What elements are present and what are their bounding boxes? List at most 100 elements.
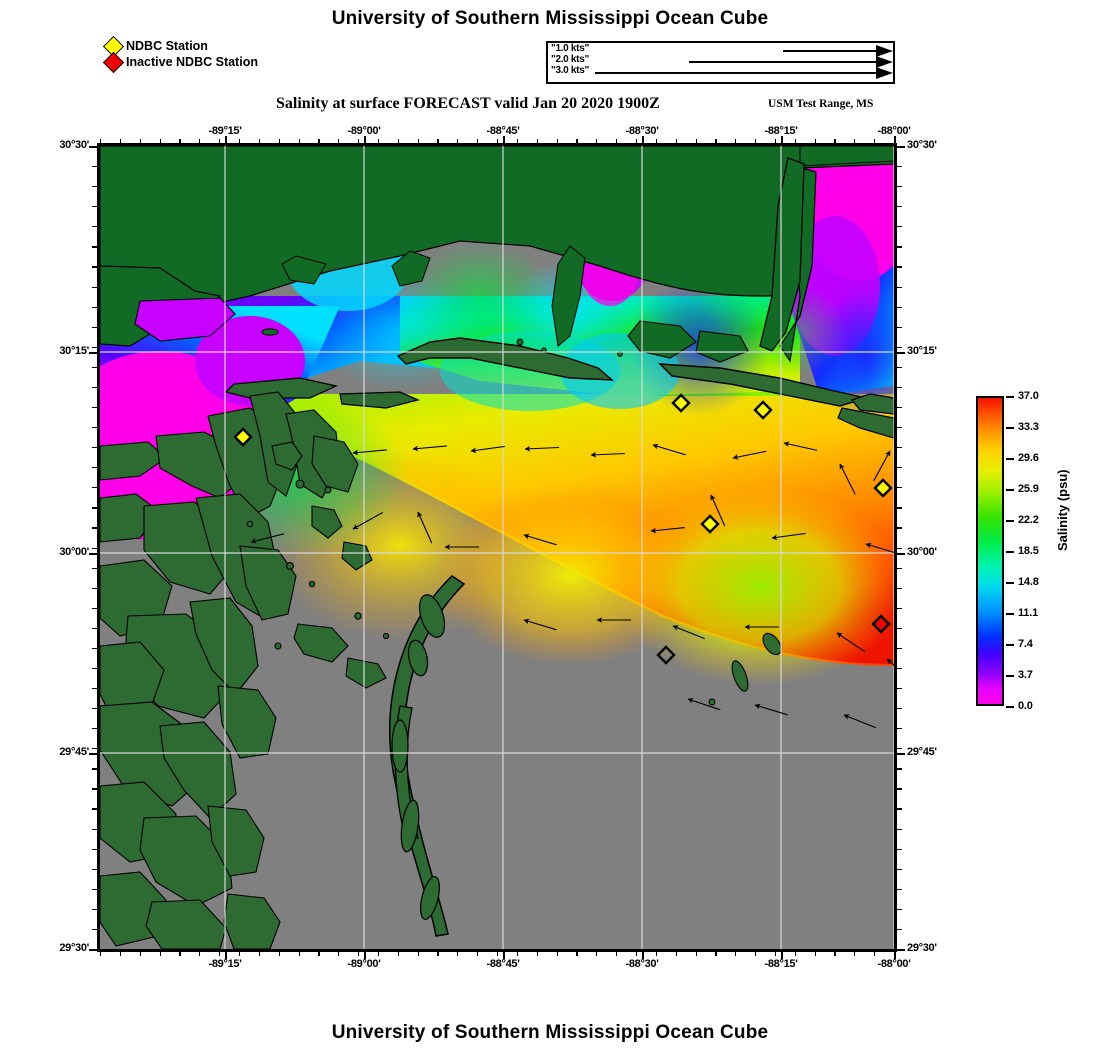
lat-minor-tick-right-10 bbox=[897, 346, 902, 348]
current-vector bbox=[687, 697, 721, 711]
lon-minor-tick-bottom-22 bbox=[536, 952, 538, 956]
lat-minor-tick-left-27 bbox=[92, 688, 97, 690]
lat-minor-tick-right-4 bbox=[897, 226, 902, 228]
current-vector bbox=[710, 494, 726, 527]
lat-minor-tick-right-30 bbox=[897, 748, 902, 750]
lon-major-tick-bottom-3 bbox=[642, 952, 644, 959]
page-title: University of Southern Mississippi Ocean… bbox=[331, 8, 769, 29]
current-vector bbox=[783, 441, 818, 451]
lat-minor-tick-right-26 bbox=[897, 667, 902, 670]
colorbar-tick bbox=[1006, 458, 1014, 460]
velocity-label-1kt: "1.0 kts" bbox=[551, 43, 589, 54]
lon-minor-tick-top-26 bbox=[616, 139, 618, 143]
lat-minor-tick-left-16 bbox=[92, 467, 97, 469]
lon-minor-tick-top-32 bbox=[735, 139, 737, 143]
lon-minor-tick-top-2 bbox=[139, 139, 141, 143]
ndbc-station-marker[interactable] bbox=[753, 400, 773, 420]
lon-minor-tick-bottom-5 bbox=[199, 952, 201, 956]
lon-minor-tick-top-34 bbox=[774, 139, 777, 143]
lat-minor-tick-left-12 bbox=[92, 386, 97, 389]
lon-minor-tick-top-4 bbox=[179, 139, 181, 143]
lat-minor-tick-left-25 bbox=[92, 647, 97, 650]
salinity-map[interactable] bbox=[97, 143, 897, 952]
lon-major-tick-top-0 bbox=[225, 136, 227, 143]
ndbc-station-marker[interactable] bbox=[656, 645, 676, 665]
lat-tick-label-right-0: 30°30' bbox=[907, 139, 937, 151]
lon-minor-tick-bottom-35 bbox=[794, 952, 796, 956]
lat-minor-tick-right-16 bbox=[897, 467, 902, 469]
lon-minor-tick-top-22 bbox=[536, 139, 538, 143]
lon-tick-label-top-2: -88°45' bbox=[486, 125, 520, 137]
lon-minor-tick-bottom-40 bbox=[894, 952, 896, 956]
colorbar-tick bbox=[1006, 613, 1014, 615]
lon-minor-tick-top-5 bbox=[199, 139, 201, 143]
lat-major-tick-right-1 bbox=[897, 352, 905, 354]
lon-major-tick-bottom-2 bbox=[503, 952, 505, 959]
legend-item-ndbc-station: NDBC Station bbox=[102, 35, 258, 57]
legend-label-ndbc-station: NDBC Station bbox=[126, 38, 208, 53]
lon-minor-tick-top-14 bbox=[377, 139, 380, 143]
lat-minor-tick-left-34 bbox=[92, 828, 97, 830]
current-vector bbox=[412, 445, 447, 452]
map-canvas[interactable] bbox=[100, 146, 894, 949]
ndbc-station-marker[interactable] bbox=[700, 514, 720, 534]
lon-tick-label-bottom-3: -88°30' bbox=[625, 958, 659, 970]
lat-minor-tick-left-8 bbox=[92, 306, 97, 308]
lon-minor-tick-top-20 bbox=[497, 139, 499, 143]
lat-minor-tick-left-18 bbox=[92, 507, 97, 509]
lon-minor-tick-top-9 bbox=[278, 139, 280, 143]
lon-minor-tick-bottom-16 bbox=[417, 952, 419, 956]
lon-minor-tick-top-29 bbox=[675, 139, 677, 143]
lon-major-tick-bottom-1 bbox=[364, 952, 366, 959]
velocity-scale-row-2: "2.0 kts" bbox=[548, 54, 893, 68]
lat-minor-tick-right-8 bbox=[897, 306, 902, 308]
lat-major-tick-left-1 bbox=[89, 352, 97, 354]
lon-major-tick-bottom-0 bbox=[225, 952, 227, 959]
lat-minor-tick-left-23 bbox=[92, 607, 97, 609]
lon-minor-tick-top-39 bbox=[874, 139, 876, 143]
lon-minor-tick-bottom-11 bbox=[318, 952, 320, 956]
lon-minor-tick-top-0 bbox=[100, 139, 102, 143]
lat-minor-tick-right-38 bbox=[897, 908, 902, 911]
lat-minor-tick-right-7 bbox=[897, 286, 902, 288]
lat-minor-tick-right-12 bbox=[897, 386, 902, 389]
lat-major-tick-right-2 bbox=[897, 553, 905, 555]
lat-minor-tick-left-14 bbox=[92, 427, 97, 429]
lon-minor-tick-top-35 bbox=[794, 139, 796, 143]
lon-minor-tick-top-11 bbox=[318, 139, 320, 143]
lat-minor-tick-right-28 bbox=[897, 708, 902, 710]
lon-minor-tick-bottom-6 bbox=[219, 952, 221, 956]
lon-minor-tick-bottom-4 bbox=[179, 952, 181, 956]
lon-tick-label-bottom-2: -88°45' bbox=[486, 958, 520, 970]
lon-minor-tick-bottom-31 bbox=[715, 952, 717, 956]
current-vector bbox=[771, 532, 806, 541]
lat-major-tick-right-3 bbox=[897, 753, 905, 755]
current-vector bbox=[843, 714, 876, 729]
lon-minor-tick-bottom-36 bbox=[814, 952, 816, 956]
lat-minor-tick-left-9 bbox=[92, 326, 97, 328]
lat-minor-tick-right-23 bbox=[897, 607, 902, 609]
lat-minor-tick-left-6 bbox=[92, 266, 97, 268]
ndbc-station-marker[interactable] bbox=[873, 478, 893, 498]
lat-tick-label-right-1: 30°15' bbox=[907, 345, 937, 357]
lon-tick-label-bottom-1: -89°00' bbox=[347, 958, 381, 970]
lon-minor-tick-top-24 bbox=[576, 139, 578, 143]
lon-minor-tick-bottom-20 bbox=[497, 952, 499, 956]
ndbc-station-marker[interactable] bbox=[671, 393, 691, 413]
current-vector bbox=[886, 658, 894, 666]
salinity-colorbar[interactable]: 37.0 33.3 29.6 25.9 22.2 18.5 14.8 11.1 7.4 3.7 0.… bbox=[976, 390, 1039, 712]
lon-minor-tick-top-7 bbox=[238, 139, 241, 143]
lon-minor-tick-top-27 bbox=[635, 139, 638, 143]
lat-minor-tick-right-35 bbox=[897, 848, 902, 850]
colorbar-tick-label: 29.6 bbox=[1018, 452, 1039, 464]
ndbc-station-marker[interactable] bbox=[871, 614, 891, 634]
lat-minor-tick-right-40 bbox=[897, 949, 902, 951]
colorbar-tick bbox=[1006, 644, 1014, 646]
lat-minor-tick-left-29 bbox=[92, 728, 97, 730]
velocity-label-3kt: "3.0 kts" bbox=[551, 65, 589, 76]
lon-minor-tick-bottom-7 bbox=[238, 952, 241, 956]
ndbc-station-marker[interactable] bbox=[233, 427, 253, 447]
lon-tick-label-top-3: -88°30' bbox=[625, 125, 659, 137]
lon-minor-tick-bottom-24 bbox=[576, 952, 578, 956]
lat-minor-tick-right-24 bbox=[897, 627, 902, 629]
